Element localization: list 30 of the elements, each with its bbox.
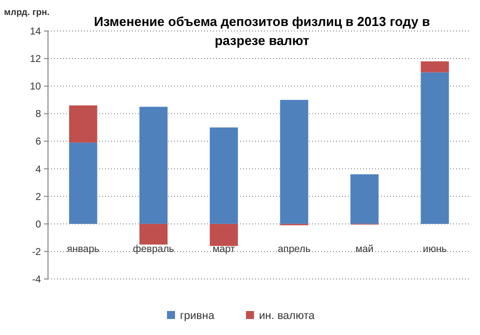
y-tick-label: 0 — [35, 219, 42, 230]
y-tick-label: -2 — [32, 246, 42, 258]
y-tick-label: 6 — [35, 136, 42, 148]
bar — [210, 127, 238, 224]
bar — [139, 224, 168, 245]
y-tick-label: 4 — [35, 164, 42, 176]
bar — [350, 174, 379, 224]
x-tick-label: март — [212, 244, 236, 255]
x-tick-label: июнь — [422, 244, 447, 255]
x-tick-label: май — [355, 244, 374, 255]
legend-label: ин. валюта — [259, 310, 316, 322]
bar — [280, 100, 308, 224]
y-axis-title: млрд. грн. — [4, 7, 50, 17]
bar — [69, 142, 98, 224]
y-tick-label: 10 — [30, 82, 42, 93]
bar — [139, 106, 168, 224]
bar — [210, 224, 238, 246]
x-tick-label: февраль — [132, 244, 174, 255]
y-tick-label: 8 — [35, 109, 42, 120]
y-tick-label: 14 — [30, 26, 42, 38]
y-tick-label: 2 — [35, 192, 42, 203]
x-tick-label: апрель — [278, 244, 311, 255]
bar — [420, 61, 449, 72]
legend-label: гривна — [180, 310, 216, 322]
x-tick-label: январь — [66, 244, 100, 255]
chart-title: Изменение объема депозитов физлиц в 2013 году в разрезе валют — [94, 14, 430, 48]
bar — [69, 105, 98, 143]
bar — [420, 72, 449, 224]
y-tick-label: -4 — [32, 274, 42, 286]
y-tick-label: 12 — [30, 54, 42, 66]
